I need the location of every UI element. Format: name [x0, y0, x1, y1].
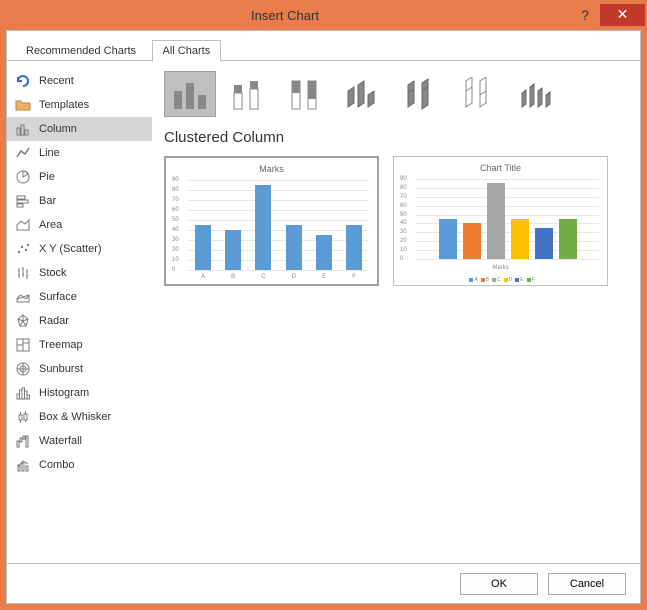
sidebar-item-label: Area: [39, 219, 62, 231]
sidebar-item-treemap[interactable]: Treemap: [7, 333, 152, 357]
main-panel: Clustered Column Marks 01020304050607080…: [152, 61, 640, 563]
sidebar-item-sunburst[interactable]: Sunburst: [7, 357, 152, 381]
sidebar-item-surface[interactable]: Surface: [7, 285, 152, 309]
pie-icon: [15, 169, 31, 185]
histogram-icon: [15, 385, 31, 401]
sidebar-item-line[interactable]: Line: [7, 141, 152, 165]
sidebar-item-x-y-scatter-[interactable]: X Y (Scatter): [7, 237, 152, 261]
sidebar-item-label: Treemap: [39, 339, 83, 351]
subtype-clustered-column[interactable]: [164, 71, 216, 117]
bar-icon: [15, 193, 31, 209]
waterfall-icon: [15, 433, 31, 449]
sidebar-item-stock[interactable]: Stock: [7, 261, 152, 285]
sidebar-item-column[interactable]: Column: [7, 117, 152, 141]
surface-icon: [15, 289, 31, 305]
content-area: Recent Templates Column Line Pie Bar Area X Y (…: [7, 61, 640, 563]
help-button[interactable]: ?: [570, 4, 600, 26]
subtype-3d-100-stacked-column[interactable]: [454, 71, 506, 117]
sidebar-item-label: Column: [39, 123, 77, 135]
bar: [439, 219, 457, 259]
dialog-footer: OK Cancel: [7, 563, 640, 603]
stock-icon: [15, 265, 31, 281]
bar: [225, 230, 241, 270]
bar: [195, 225, 211, 270]
radar-icon: [15, 313, 31, 329]
subtype-3d-clustered-column[interactable]: [338, 71, 390, 117]
preview-2[interactable]: Chart Title 0102030405060708090 Marks AB…: [393, 156, 608, 286]
sidebar-item-recent[interactable]: Recent: [7, 69, 152, 93]
boxplot-icon: [15, 409, 31, 425]
sidebar-item-label: Pie: [39, 171, 55, 183]
tab-all-charts[interactable]: All Charts: [152, 40, 222, 62]
column-icon: [15, 121, 31, 137]
sunburst-icon: [15, 361, 31, 377]
preview-2-title: Chart Title: [400, 163, 601, 173]
sidebar-item-box-whisker[interactable]: Box & Whisker: [7, 405, 152, 429]
sidebar-item-label: Line: [39, 147, 60, 159]
sidebar-item-templates[interactable]: Templates: [7, 93, 152, 117]
sidebar-item-label: Box & Whisker: [39, 411, 111, 423]
sidebar-item-label: Recent: [39, 75, 74, 87]
folder-icon: [15, 97, 31, 113]
dialog-body: Recommended Charts All Charts Recent Temp…: [6, 30, 641, 604]
bar: [511, 219, 529, 259]
preview-1-title: Marks: [172, 164, 371, 174]
window-title: Insert Chart: [0, 8, 570, 23]
subtype-stacked-column[interactable]: [222, 71, 274, 117]
sidebar-item-radar[interactable]: Radar: [7, 309, 152, 333]
sidebar-item-area[interactable]: Area: [7, 213, 152, 237]
bar: [346, 225, 362, 270]
cancel-button[interactable]: Cancel: [548, 573, 626, 595]
bar: [316, 235, 332, 270]
sidebar-item-label: Histogram: [39, 387, 89, 399]
preview-2-chart: 0102030405060708090: [416, 179, 599, 259]
tab-bar: Recommended Charts All Charts: [7, 31, 640, 61]
combo-icon: [15, 457, 31, 473]
chart-type-sidebar: Recent Templates Column Line Pie Bar Area X Y (…: [7, 61, 152, 563]
sidebar-item-label: X Y (Scatter): [39, 243, 102, 255]
sidebar-item-label: Surface: [39, 291, 77, 303]
sidebar-item-label: Sunburst: [39, 363, 83, 375]
line-icon: [15, 145, 31, 161]
sidebar-item-waterfall[interactable]: Waterfall: [7, 429, 152, 453]
close-button[interactable]: ✕: [600, 4, 645, 26]
bar: [286, 225, 302, 270]
bar: [559, 219, 577, 259]
bar: [255, 185, 271, 270]
preview-row: Marks 0102030405060708090ABCDEF Chart Ti…: [164, 156, 628, 286]
subtype-3d-column[interactable]: [512, 71, 564, 117]
bar: [463, 223, 481, 259]
bar: [535, 228, 553, 259]
subtype-3d-stacked-column[interactable]: [396, 71, 448, 117]
sidebar-item-pie[interactable]: Pie: [7, 165, 152, 189]
area-icon: [15, 217, 31, 233]
sidebar-item-combo[interactable]: Combo: [7, 453, 152, 477]
subtype-100-stacked-column[interactable]: [280, 71, 332, 117]
scatter-icon: [15, 241, 31, 257]
subtype-row: [164, 71, 628, 117]
sidebar-item-histogram[interactable]: Histogram: [7, 381, 152, 405]
subtype-title: Clustered Column: [164, 129, 628, 146]
preview-1[interactable]: Marks 0102030405060708090ABCDEF: [164, 156, 379, 286]
sidebar-item-label: Waterfall: [39, 435, 82, 447]
sidebar-item-label: Bar: [39, 195, 56, 207]
sidebar-item-label: Combo: [39, 459, 74, 471]
sidebar-item-label: Stock: [39, 267, 67, 279]
preview-1-chart: 0102030405060708090ABCDEF: [188, 180, 369, 270]
bar: [487, 183, 505, 259]
tab-recommended[interactable]: Recommended Charts: [15, 40, 147, 62]
titlebar: Insert Chart ? ✕: [0, 0, 647, 30]
preview-2-axis-label: Marks: [394, 265, 607, 271]
ok-button[interactable]: OK: [460, 573, 538, 595]
preview-2-legend: ABCDEF: [394, 277, 607, 283]
sidebar-item-bar[interactable]: Bar: [7, 189, 152, 213]
sidebar-item-label: Templates: [39, 99, 89, 111]
treemap-icon: [15, 337, 31, 353]
sidebar-item-label: Radar: [39, 315, 69, 327]
undo-icon: [15, 73, 31, 89]
